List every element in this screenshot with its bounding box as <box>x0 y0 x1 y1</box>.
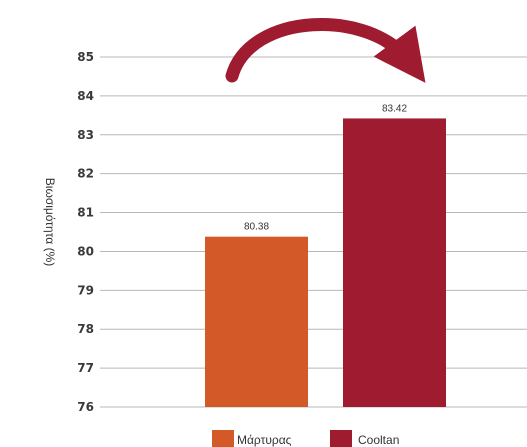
y-tick-label: 84 <box>77 89 94 103</box>
bar-cooltan <box>343 118 446 407</box>
legend-label-martyras: Μάρτυρας <box>237 433 292 447</box>
bar-value-label: 80.38 <box>244 222 269 233</box>
data-labels: 80.38 83.42 <box>244 103 407 232</box>
legend-swatch-martyras <box>212 430 234 447</box>
change-arrow-icon <box>225 18 426 83</box>
y-tick-label: 83 <box>77 128 94 142</box>
change-annotation: +3.04% <box>225 18 426 83</box>
y-tick-label: 76 <box>77 400 94 414</box>
y-tick-label: 80 <box>77 244 94 258</box>
bars <box>205 118 446 407</box>
legend-label-cooltan: Cooltan <box>358 433 399 447</box>
legend: Μάρτυρας Cooltan <box>212 430 399 447</box>
y-tick-label: 78 <box>77 322 94 336</box>
gridlines <box>100 56 527 408</box>
y-axis-ticks: 85 84 83 82 81 80 79 78 77 76 <box>77 50 94 414</box>
change-label: +3.04% <box>305 38 339 49</box>
y-tick-label: 81 <box>77 206 94 220</box>
bar-martyras <box>205 236 308 407</box>
bar-value-label: 83.42 <box>382 103 407 114</box>
y-tick-label: 77 <box>77 361 94 375</box>
y-tick-label: 82 <box>77 167 94 181</box>
y-tick-label: 85 <box>77 50 94 64</box>
y-axis-title: Βιωσιμότητα (%) <box>43 178 57 266</box>
legend-swatch-cooltan <box>330 430 352 447</box>
y-tick-label: 79 <box>77 283 94 297</box>
